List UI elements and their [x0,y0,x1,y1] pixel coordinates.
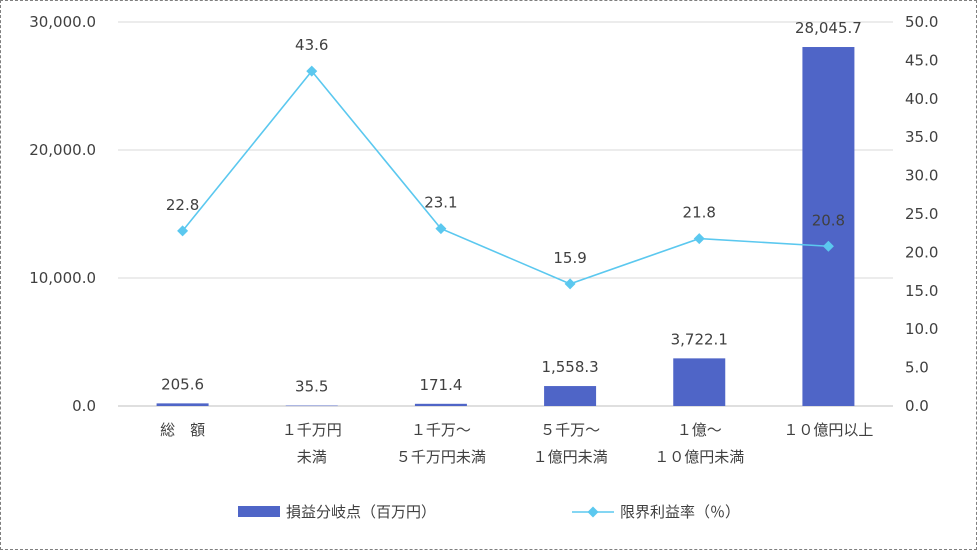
x-category-label: ５千万～ [540,421,600,439]
bar [673,358,726,406]
bar [802,47,855,406]
bar-data-label: 171.4 [419,376,462,394]
line-data-label: 23.1 [424,194,457,212]
legend-bar-label: 損益分岐点（百万円） [286,503,436,521]
x-category-label: 未満 [297,448,327,466]
bar-series [156,47,855,407]
x-category-label: １千万円 [282,421,342,439]
bar-data-label: 35.5 [295,378,328,396]
bar-data-label: 28,045.7 [795,19,862,37]
bar-data-label: 1,558.3 [541,358,598,376]
y-right-tick-label: 0.0 [905,397,929,415]
y-right-tick-label: 30.0 [905,167,938,185]
x-category-label: １千万～ [411,421,471,439]
line-point-marker [306,65,318,77]
y-right-tick-label: 45.0 [905,51,938,69]
y-right-tick-label: 50.0 [905,13,938,31]
line-point-marker [177,225,189,237]
y-right-tick-label: 5.0 [905,359,929,377]
bar [544,386,597,406]
y-right-tick-label: 35.0 [905,128,938,146]
y-right-tick-label: 20.0 [905,243,938,261]
line-point-marker [693,233,705,245]
y-right-tick-label: 25.0 [905,205,938,223]
line-data-label: 43.6 [295,36,328,54]
axes: 0.0 10,000.0 20,000.0 30,000.0 0.0 5.0 10.0 15.… [29,13,938,466]
line-path [181,69,829,285]
y-right-tick-label: 40.0 [905,90,938,108]
x-category-label: １億円未満 [533,448,608,466]
legend-line-marker [587,506,599,518]
x-category-label: １億～ [677,421,722,439]
x-category-label: １０億円未満 [654,448,744,466]
bar [156,403,209,406]
bar [414,403,467,406]
y-right-tick-label: 15.0 [905,282,938,300]
line-data-label: 15.9 [553,249,586,267]
line-point-marker [435,223,447,235]
data-labels: 205.6 35.5 171.4 1,558.3 3,722.1 28,045.7 22.8… [161,19,862,396]
legend: 損益分岐点（百万円） 限界利益率（％） [238,503,740,521]
line-point-marker [564,278,576,290]
line-series [177,65,834,290]
bar-data-label: 205.6 [161,375,204,393]
gridlines [118,21,893,407]
y-left-tick-label: 0.0 [72,397,96,415]
line-data-label: 22.8 [166,196,199,214]
line-point-marker [822,240,834,252]
x-category-label: ５千万円未満 [396,448,486,466]
line-data-label: 21.8 [683,204,716,222]
x-category-label: １０億円以上 [783,421,873,439]
bar [285,405,338,407]
y-left-tick-label: 30,000.0 [29,13,96,31]
legend-bar-swatch [238,506,280,517]
line-data-label: 20.8 [812,211,845,229]
legend-line-label: 限界利益率（％） [620,503,740,521]
bar-data-label: 3,722.1 [671,330,728,348]
y-right-tick-label: 10.0 [905,320,938,338]
y-left-tick-label: 10,000.0 [29,269,96,287]
y-left-tick-label: 20,000.0 [29,141,96,159]
x-category-label: 総 額 [160,421,205,439]
